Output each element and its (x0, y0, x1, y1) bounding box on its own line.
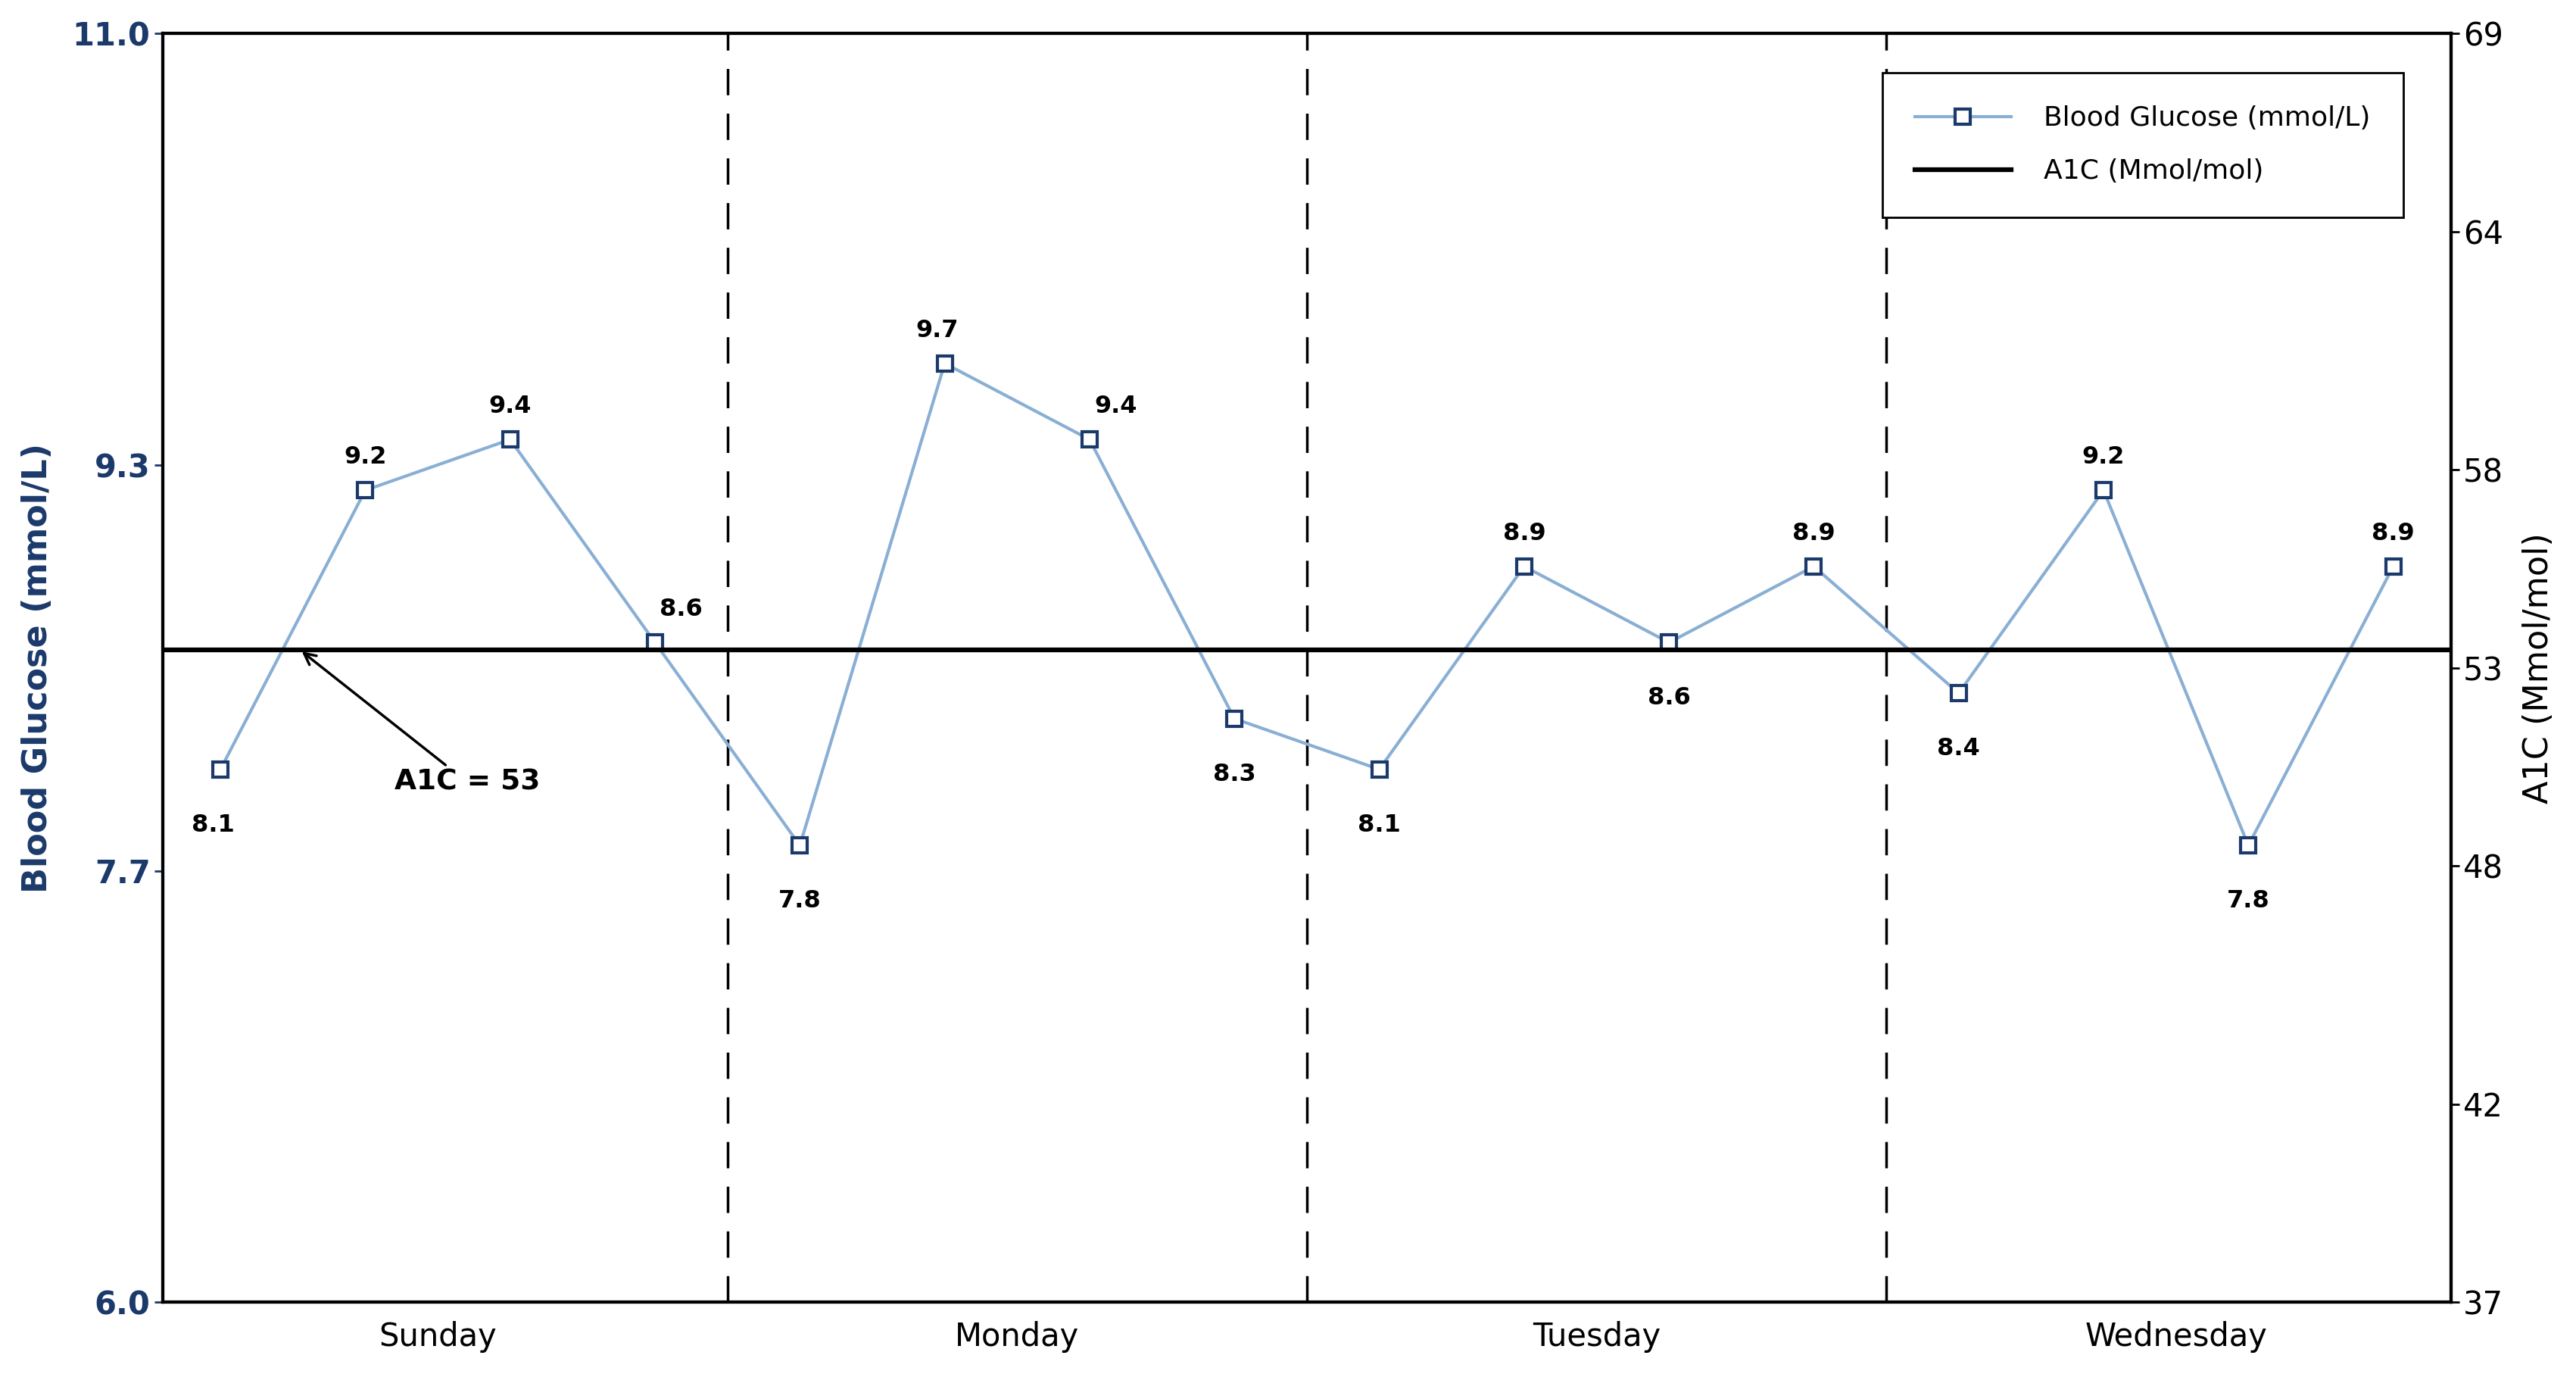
Blood Glucose (mmol/L) (206, 761, 237, 778)
Text: 8.4: 8.4 (1937, 738, 1981, 761)
Blood Glucose (mmol/L) (1798, 558, 1829, 574)
Text: 8.9: 8.9 (1793, 522, 1834, 545)
A1C (Mmol/mol) (206, 642, 237, 658)
Text: 9.2: 9.2 (345, 445, 386, 469)
Blood Glucose (mmol/L) (1074, 431, 1105, 448)
Text: 8.3: 8.3 (1213, 763, 1257, 786)
Blood Glucose (mmol/L) (1942, 686, 1973, 702)
Y-axis label: Blood Glucose (mmol/L): Blood Glucose (mmol/L) (21, 442, 54, 893)
A1C (Mmol/mol) (350, 642, 381, 658)
Blood Glucose (mmol/L) (350, 482, 381, 499)
Blood Glucose (mmol/L) (2378, 558, 2409, 574)
Blood Glucose (mmol/L) (1218, 710, 1249, 727)
Text: 8.1: 8.1 (1358, 813, 1401, 837)
Blood Glucose (mmol/L) (786, 837, 817, 853)
Text: 8.6: 8.6 (659, 598, 703, 621)
Blood Glucose (mmol/L) (639, 635, 670, 651)
Text: 9.7: 9.7 (917, 319, 958, 342)
Blood Glucose (mmol/L) (1654, 635, 1685, 651)
Text: 8.1: 8.1 (191, 813, 234, 837)
Legend: Blood Glucose (mmol/L), A1C (Mmol/mol): Blood Glucose (mmol/L), A1C (Mmol/mol) (1883, 73, 2403, 217)
Text: 9.2: 9.2 (2081, 445, 2125, 469)
Text: 7.8: 7.8 (2226, 889, 2269, 914)
Blood Glucose (mmol/L) (930, 354, 961, 371)
Y-axis label: A1C (Mmol/mol): A1C (Mmol/mol) (2522, 532, 2555, 804)
Text: 8.6: 8.6 (1649, 687, 1690, 710)
Text: 8.9: 8.9 (1502, 522, 1546, 545)
Text: 9.4: 9.4 (489, 394, 531, 418)
Blood Glucose (mmol/L) (495, 431, 526, 448)
Line: Blood Glucose (mmol/L): Blood Glucose (mmol/L) (214, 356, 2401, 853)
Blood Glucose (mmol/L) (2089, 482, 2120, 499)
Text: 8.9: 8.9 (2372, 522, 2414, 545)
Blood Glucose (mmol/L) (1510, 558, 1540, 574)
Text: 9.4: 9.4 (1095, 394, 1136, 418)
Text: A1C = 53: A1C = 53 (304, 653, 541, 796)
Blood Glucose (mmol/L) (1363, 761, 1394, 778)
Blood Glucose (mmol/L) (2233, 837, 2264, 853)
Text: 7.8: 7.8 (778, 889, 822, 914)
